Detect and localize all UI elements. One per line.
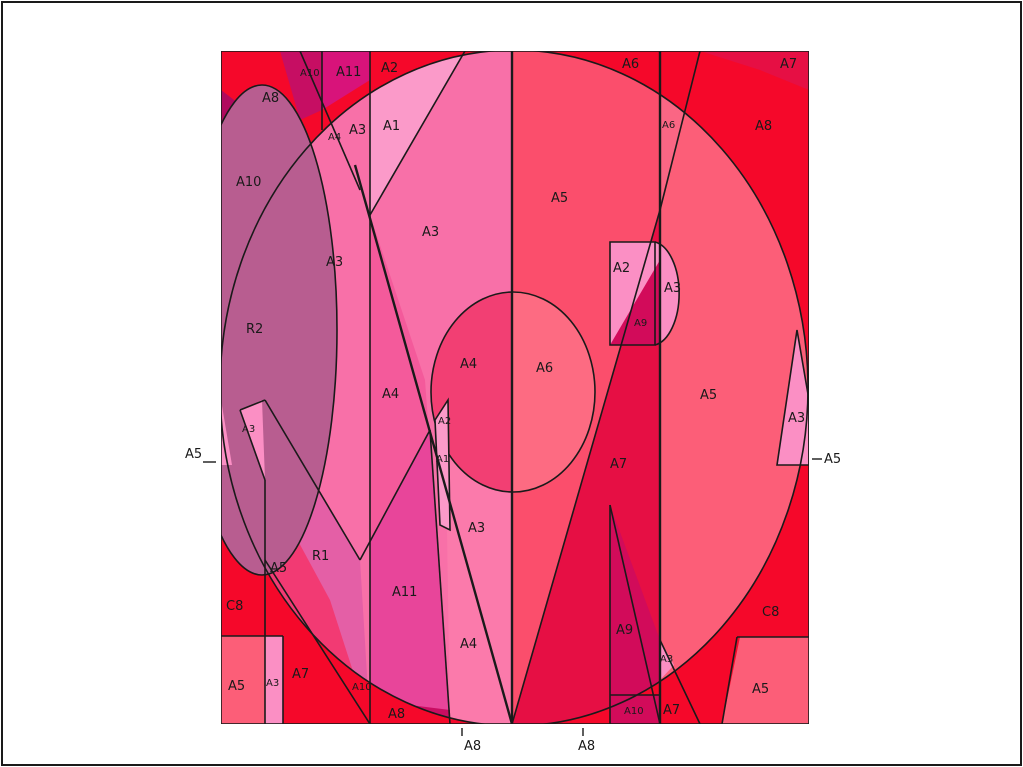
- label-a7-bottom-left: A7: [292, 667, 309, 682]
- label-a3-lower: A3: [468, 521, 485, 536]
- label-a5-upper: A5: [551, 191, 568, 206]
- label-a3-small-right: A3: [664, 281, 681, 296]
- label-a10-top: A10: [300, 68, 320, 79]
- label-a5-bottom-left: A5: [228, 679, 245, 694]
- label-a7-bottom-right: A7: [663, 703, 680, 718]
- region-a3-bottom-left: [265, 636, 283, 724]
- region-r2: [221, 85, 337, 575]
- label-a4-lower: A4: [460, 637, 477, 652]
- label-a3-small-top: A3: [349, 123, 366, 138]
- region-a6-center: [512, 292, 595, 492]
- label-a1: A1: [383, 119, 400, 134]
- region-a10-bottom: [610, 695, 660, 724]
- label-a7-top: A7: [780, 57, 797, 72]
- region-a5-bottom-left: [221, 636, 265, 724]
- label-a1-narrow: A1: [436, 454, 449, 465]
- label-a2-top: A2: [381, 61, 398, 76]
- label-a3-far-left: A3: [242, 424, 255, 435]
- label-c8-right: C8: [762, 605, 779, 620]
- label-a3-bottom-right: A3: [660, 654, 673, 665]
- label-a5-right: A5: [700, 388, 717, 403]
- label-a2-small: A2: [613, 261, 630, 276]
- label-a10-tiny: A10: [352, 682, 372, 693]
- label-a8-topleft: A8: [262, 91, 279, 106]
- region-a10-top: [280, 51, 322, 120]
- label-a8-below-left: A8: [464, 739, 481, 754]
- outside-callouts: A5 A5 A8 A8: [185, 447, 841, 754]
- region-a5-bottom-right: [722, 637, 809, 724]
- label-a5-bottom-right: A5: [752, 682, 769, 697]
- label-r1: R1: [312, 549, 329, 564]
- label-a6-small-right: A6: [662, 120, 675, 131]
- label-c8-left: C8: [226, 599, 243, 614]
- label-r2: R2: [246, 322, 263, 337]
- region-a3-far-left: [240, 400, 265, 480]
- region-a3-bottom-right: [660, 640, 674, 680]
- label-a9-lower: A9: [616, 623, 633, 638]
- label-a5-lower-left: A5: [270, 561, 287, 576]
- label-a4-left: A4: [382, 387, 399, 402]
- square-panel: [221, 51, 809, 724]
- region-a11-top: [322, 51, 370, 110]
- label-a3-bottom-left: A3: [266, 678, 279, 689]
- label-a4-center: A4: [460, 357, 477, 372]
- label-a2-narrow: A2: [438, 416, 451, 427]
- label-a11-top: A11: [336, 65, 361, 80]
- label-a3-far-right: A3: [788, 411, 805, 426]
- label-a4-small-top: A4: [328, 132, 341, 143]
- label-a6-center: A6: [536, 361, 553, 376]
- label-a9-small: A9: [634, 318, 647, 329]
- label-a5-outside-left: A5: [185, 447, 202, 462]
- label-a3-center: A3: [422, 225, 439, 240]
- region-a4-center: [431, 292, 512, 492]
- region-a7-topright: [700, 51, 809, 90]
- label-a10-bottom: A10: [624, 706, 644, 717]
- label-a6-top: A6: [622, 57, 639, 72]
- label-a8-topright: A8: [755, 119, 772, 134]
- region-labels: A10 A11 A2 A6 A7 A8 A8 A4 A3 A1 A6 A10 A…: [226, 57, 805, 722]
- region-a9-small: [610, 260, 660, 345]
- label-a8-below-right: A8: [578, 739, 595, 754]
- label-a10-left: A10: [236, 175, 261, 190]
- region-a3-right: [777, 330, 809, 465]
- label-a7-center: A7: [610, 457, 627, 472]
- label-a8-bottom: A8: [388, 707, 405, 722]
- label-a5-outside-right: A5: [824, 452, 841, 467]
- region-a3-edge-left: [221, 400, 232, 465]
- label-a11-lower: A11: [392, 585, 417, 600]
- label-a3-left: A3: [326, 255, 343, 270]
- line-work: [221, 51, 809, 724]
